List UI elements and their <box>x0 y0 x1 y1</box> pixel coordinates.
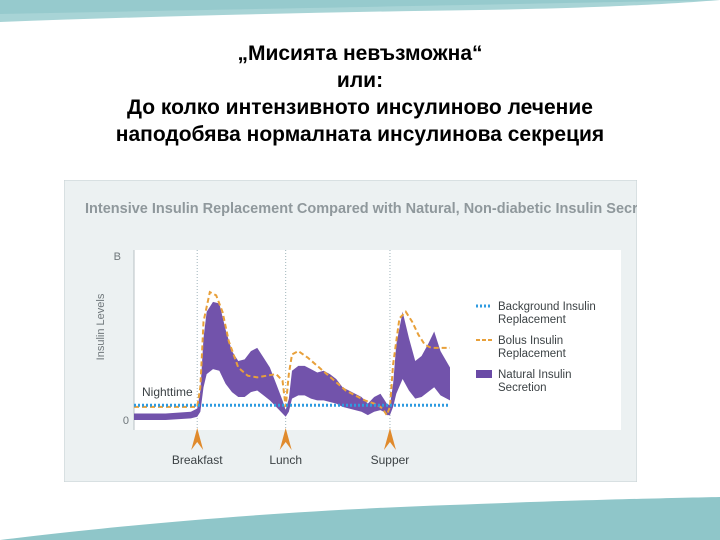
nighttime-label: Nighttime <box>142 385 193 399</box>
natural-secretion-band <box>134 301 450 420</box>
meal-arrow-icon <box>279 428 292 450</box>
y-tick-label: 0 <box>123 415 129 427</box>
y-axis-label: Insulin Levels <box>95 293 107 360</box>
legend-label: Secretion <box>498 382 547 394</box>
top-wave-overlay <box>0 0 720 14</box>
insulin-chart: Intensive Insulin Replacement Compared w… <box>63 179 672 483</box>
meal-label: Supper <box>371 453 410 467</box>
legend-label: Background Insulin <box>498 301 596 313</box>
meal-label: Lunch <box>269 453 302 467</box>
bottom-wave <box>0 497 720 540</box>
legend-label: Bolus Insulin <box>498 335 563 347</box>
slide-title: „Мисията невъзможна“ или: До колко интен… <box>0 40 720 148</box>
meal-arrow-icon <box>383 428 396 450</box>
y-tick-label: B <box>114 251 121 263</box>
slide-title-line: До колко интензивното инсулиново лечение <box>127 96 593 119</box>
legend-label: Natural Insulin <box>498 369 572 381</box>
legend-swatch-natural <box>476 370 492 378</box>
chart-figure: Intensive Insulin Replacement Compared w… <box>63 179 672 483</box>
legend-label: Replacement <box>498 348 567 360</box>
slide-title-line: наподобява нормалната инсулинова секреци… <box>115 123 605 146</box>
slide-title-line: „Мисията невъзможна“ <box>237 42 483 65</box>
legend-label: Replacement <box>498 314 567 326</box>
meal-label: Breakfast <box>172 453 223 467</box>
bolus-insulin-line <box>134 290 450 418</box>
meal-arrow-icon <box>191 428 204 450</box>
slide-title-line: или: <box>336 69 384 92</box>
chart-title: Intensive Insulin Replacement Compared w… <box>85 201 637 217</box>
